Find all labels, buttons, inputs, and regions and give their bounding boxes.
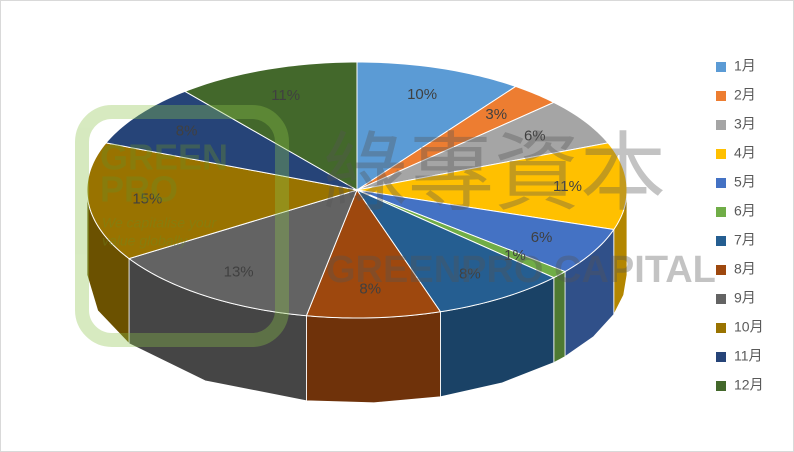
legend-swatch xyxy=(716,149,726,159)
data-label: 15% xyxy=(132,190,162,207)
legend-swatch xyxy=(716,265,726,275)
legend-swatch xyxy=(716,323,726,333)
data-label: 3% xyxy=(485,106,507,123)
pie-slice xyxy=(183,61,358,191)
pie-slice xyxy=(86,142,358,260)
watermark-text: PRO xyxy=(100,169,178,210)
legend-swatch xyxy=(716,178,726,188)
pie-side xyxy=(306,311,441,404)
data-label: 11% xyxy=(271,87,300,104)
legend-swatch xyxy=(716,352,726,362)
pie-slice xyxy=(127,189,358,317)
pie-slice xyxy=(105,90,358,191)
legend-swatch xyxy=(716,381,726,391)
legend-label: 1月 xyxy=(734,58,756,74)
data-label: 8% xyxy=(459,265,481,282)
data-label: 6% xyxy=(531,229,553,246)
pie-slice xyxy=(356,85,555,191)
legend-swatch xyxy=(716,120,726,130)
watermark-logo-frame xyxy=(75,105,289,347)
watermark-text: We capitalise your xyxy=(102,215,217,231)
data-label: 11% xyxy=(553,178,582,195)
legend-label: 6月 xyxy=(734,203,756,219)
data-label: 6% xyxy=(524,127,546,144)
watermark-text: 綠專資本 xyxy=(322,126,666,222)
pie xyxy=(86,61,628,404)
pie-slice xyxy=(305,188,442,319)
legend-label: 2月 xyxy=(734,87,756,103)
pie-slice xyxy=(356,61,517,191)
legend-label: 11月 xyxy=(734,348,763,364)
pie-slice xyxy=(356,189,615,273)
watermark-text: GREEN xyxy=(100,137,228,178)
legend-label: 9月 xyxy=(734,290,756,306)
pie-slice xyxy=(355,188,555,313)
legend-swatch xyxy=(716,62,726,72)
pie-slice xyxy=(356,101,609,191)
watermark-text: GREENPRO CAPITAL xyxy=(326,249,716,291)
legend-swatch xyxy=(716,294,726,304)
legend-label: 8月 xyxy=(734,261,756,277)
legend-label: 4月 xyxy=(734,145,756,161)
legend-label: 12月 xyxy=(734,377,764,393)
legend: 1月 2月 3月 4月 5月 6月 7月 8月 9月 10月 11月 12月 xyxy=(716,58,764,393)
data-label: 10% xyxy=(407,86,437,103)
watermark: GREEN PRO We capitalise your value globa… xyxy=(75,105,716,347)
data-label: 1% xyxy=(504,247,526,264)
legend-swatch xyxy=(716,91,726,101)
data-label: 8% xyxy=(176,122,198,139)
data-label: 13% xyxy=(224,264,254,281)
legend-swatch xyxy=(716,236,726,246)
pie-slice xyxy=(356,142,628,231)
watermark-text: value globally xyxy=(102,233,188,249)
legend-label: 10月 xyxy=(734,319,764,335)
data-label: 8% xyxy=(359,281,381,298)
legend-label: 3月 xyxy=(734,116,756,132)
legend-label: 5月 xyxy=(734,174,756,190)
legend-label: 7月 xyxy=(734,232,756,248)
legend-swatch xyxy=(716,207,726,217)
labels: 10% 3% 6% 11% 6% 1% 8% 8% 13% 15% 8% 11% xyxy=(132,86,582,298)
